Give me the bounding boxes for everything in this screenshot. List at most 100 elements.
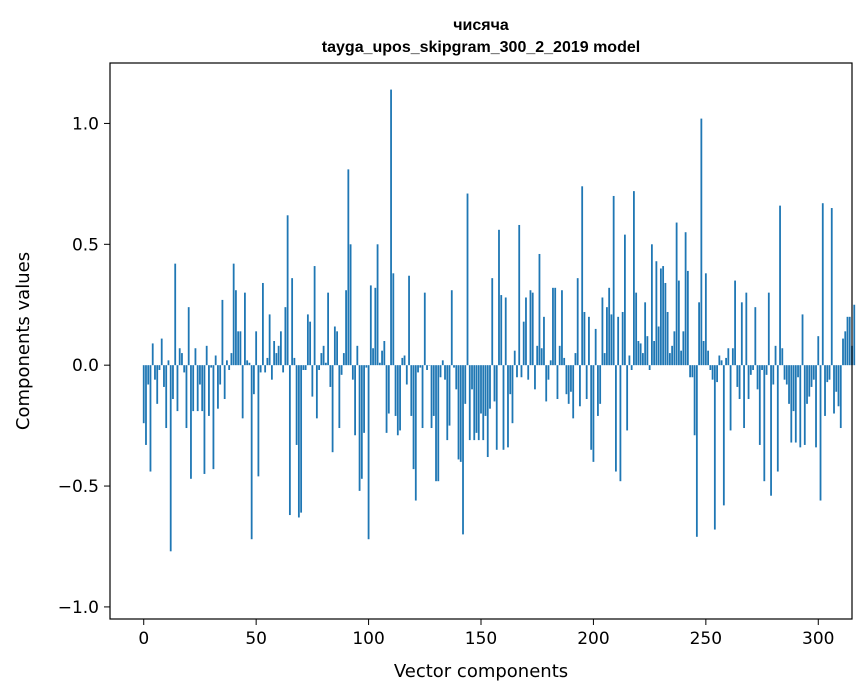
- bar-195: [581, 186, 583, 365]
- bar-223: [644, 302, 646, 365]
- bar-252: [709, 365, 711, 370]
- bar-124: [422, 365, 424, 428]
- bar-241: [685, 232, 687, 365]
- bar-289: [793, 365, 795, 411]
- bar-309: [838, 365, 840, 406]
- bar-284: [781, 348, 783, 365]
- bar-208: [611, 314, 613, 365]
- bar-96: [359, 365, 361, 491]
- bar-213: [622, 312, 624, 365]
- bar-21: [190, 365, 192, 479]
- bar-255: [716, 365, 718, 382]
- bar-52: [260, 365, 262, 372]
- bar-83: [329, 365, 331, 387]
- bar-238: [678, 281, 680, 366]
- bar-180: [548, 365, 550, 380]
- bar-304: [826, 365, 828, 382]
- bar-282: [777, 365, 779, 471]
- bar-125: [424, 293, 426, 366]
- bar-193: [577, 278, 579, 365]
- bar-246: [696, 365, 698, 537]
- bar-247: [698, 302, 700, 365]
- bar-51: [258, 365, 260, 476]
- y-tick-label: 0.5: [72, 235, 99, 255]
- bar-244: [691, 365, 693, 377]
- bar-138: [453, 365, 455, 367]
- bar-299: [815, 365, 817, 447]
- bar-123: [419, 365, 421, 367]
- bar-256: [718, 356, 720, 366]
- bar-226: [651, 244, 653, 365]
- x-tick-label: 250: [690, 629, 722, 649]
- bar-154: [489, 365, 491, 409]
- bar-311: [842, 339, 844, 366]
- bar-70: [300, 365, 302, 512]
- bar-37: [226, 360, 228, 365]
- bar-142: [462, 365, 464, 534]
- bar-277: [766, 365, 768, 375]
- bar-302: [822, 203, 824, 365]
- bar-91: [347, 169, 349, 365]
- bar-74: [309, 322, 311, 366]
- bar-178: [543, 317, 545, 365]
- bar-285: [784, 365, 786, 380]
- bar-84: [332, 365, 334, 452]
- x-tick-label: 0: [138, 629, 149, 649]
- bar-136: [449, 365, 451, 425]
- bar-30: [210, 365, 212, 367]
- bar-161: [505, 297, 507, 365]
- bar-175: [536, 346, 538, 365]
- bar-111: [392, 273, 394, 365]
- bar-131: [437, 365, 439, 481]
- bar-112: [395, 365, 397, 416]
- bar-44: [242, 365, 244, 418]
- bar-251: [707, 351, 709, 366]
- bar-263: [734, 281, 736, 366]
- bar-140: [458, 365, 460, 459]
- bar-314: [849, 317, 851, 365]
- bar-36: [224, 365, 226, 399]
- bar-100: [368, 365, 370, 539]
- bar-234: [669, 353, 671, 365]
- bar-216: [629, 356, 631, 366]
- bar-105: [379, 363, 381, 365]
- bar-305: [829, 365, 831, 380]
- bar-215: [626, 365, 628, 430]
- bar-186: [561, 290, 563, 365]
- bar-164: [512, 365, 514, 423]
- bar-116: [404, 356, 406, 366]
- bar-27: [204, 365, 206, 474]
- bar-81: [325, 363, 327, 365]
- bar-12: [170, 365, 172, 551]
- bar-288: [790, 365, 792, 442]
- y-tick-label: −1.0: [58, 598, 99, 618]
- bar-203: [599, 365, 601, 404]
- bar-86: [336, 331, 338, 365]
- bar-174: [534, 365, 536, 389]
- bar-261: [730, 365, 732, 430]
- bar-159: [500, 295, 502, 365]
- bar-7: [159, 365, 161, 370]
- bar-94: [354, 365, 356, 435]
- bar-231: [662, 266, 664, 365]
- bar-76: [314, 266, 316, 365]
- bar-274: [759, 365, 761, 445]
- bar-242: [687, 271, 689, 365]
- bar-35: [222, 300, 224, 365]
- bar-63: [284, 307, 286, 365]
- bar-245: [694, 365, 696, 435]
- bar-265: [739, 365, 741, 399]
- bar-173: [532, 293, 534, 366]
- bar-79: [320, 353, 322, 365]
- bar-155: [491, 278, 493, 365]
- bar-17: [181, 353, 183, 365]
- bar-236: [673, 331, 675, 365]
- bar-3: [150, 365, 152, 471]
- bar-5: [154, 365, 156, 380]
- bar-253: [712, 365, 714, 380]
- bar-147: [473, 365, 475, 440]
- bar-65: [289, 365, 291, 515]
- bar-260: [727, 348, 729, 365]
- bar-50: [255, 331, 257, 365]
